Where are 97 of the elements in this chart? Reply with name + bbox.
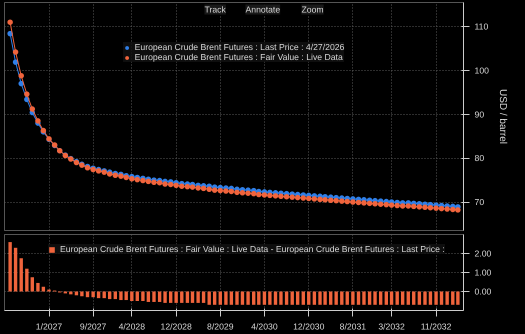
y-tick-label: 80: [474, 153, 484, 164]
bar: [208, 292, 211, 305]
bar: [102, 292, 106, 298]
bar: [14, 248, 18, 292]
bar: [445, 292, 449, 305]
bar: [180, 292, 184, 303]
bar: [119, 292, 123, 300]
y-tick-label: 90: [474, 109, 484, 120]
bar: [235, 292, 239, 305]
bar: [373, 292, 377, 305]
y-tick-label: 1.00: [474, 268, 492, 278]
y-tick-label: 100: [474, 65, 490, 76]
bar: [329, 292, 332, 305]
bar: [146, 292, 150, 302]
bar: [158, 292, 162, 302]
bar: [246, 292, 250, 305]
bar: [212, 292, 216, 305]
bar: [130, 292, 134, 301]
bar: [224, 292, 228, 305]
y-tick-label: 0.00: [474, 286, 492, 296]
bar: [384, 292, 388, 305]
bar: [312, 292, 316, 305]
bar: [428, 292, 432, 305]
bar: [108, 292, 112, 300]
bar: [114, 292, 117, 300]
x-tick-label: 1/2027: [36, 322, 62, 332]
bar: [318, 292, 322, 305]
bar: [296, 292, 300, 305]
bar: [124, 292, 128, 300]
bar: [302, 292, 305, 305]
bar: [69, 292, 72, 294]
x-tick-label: 4/2030: [251, 322, 278, 332]
bar: [91, 292, 95, 298]
x-tick-label: 9/2027: [80, 322, 107, 332]
bar: [268, 292, 272, 305]
bar: [412, 292, 416, 305]
bar: [8, 242, 12, 292]
bar: [368, 292, 372, 305]
bar: [42, 286, 46, 292]
bar: [30, 277, 34, 292]
bar: [390, 292, 394, 305]
bar: [334, 292, 338, 305]
bar: [74, 292, 78, 296]
bar: [274, 292, 278, 305]
bar: [36, 282, 40, 292]
bar: [418, 292, 422, 305]
x-tick-label: 12/2030: [293, 322, 325, 332]
bar: [434, 292, 438, 305]
bar: [230, 292, 234, 305]
bar: [362, 292, 366, 305]
bar: [396, 292, 399, 305]
bar: [25, 268, 29, 292]
bar: [163, 292, 167, 303]
x-tick-label: 12/2028: [160, 322, 192, 332]
bar: [169, 292, 172, 303]
bar: [406, 292, 410, 305]
x-tick-label: 8/2029: [207, 322, 234, 332]
bar: [323, 292, 327, 305]
bar: [346, 292, 349, 305]
x-tick-label: 3/2032: [378, 322, 405, 332]
annotation: Annotate: [246, 4, 280, 14]
bar: [284, 292, 288, 305]
x-tick-label: 11/2032: [420, 322, 452, 332]
bar: [290, 292, 294, 305]
annotation: Track: [204, 4, 226, 14]
bar: [141, 292, 145, 301]
bar: [186, 292, 190, 303]
bar: [196, 292, 200, 303]
y-tick-label: 2.00: [474, 248, 492, 258]
bar: [440, 292, 444, 305]
bar: [351, 292, 355, 305]
y-tick-label: 70: [474, 197, 484, 207]
bar: [190, 292, 194, 303]
y-axis-title: USD / barrel: [496, 88, 508, 144]
x-tick-label: 4/2028: [118, 322, 146, 332]
bar: [20, 258, 23, 292]
bar: [400, 292, 404, 305]
bar: [174, 292, 178, 303]
bar: [240, 292, 244, 305]
y-tick-label: 110: [474, 22, 488, 32]
x-tick-label: 8/2031: [340, 322, 366, 332]
bar: [136, 292, 139, 301]
bar: [307, 292, 310, 305]
bar: [80, 292, 84, 296]
bar: [279, 292, 283, 305]
bar: [202, 292, 206, 303]
legend-label: European Crude Brent Futures : Fair Value : Live Data - European Crude Brent Futures : Last Price :: [60, 244, 445, 254]
annotation: Zoom: [302, 4, 324, 14]
legend-label: European Crude Brent Futures : Fair Value : Live Data: [134, 52, 343, 62]
bar: [423, 292, 427, 305]
bar: [340, 292, 344, 305]
bar: [218, 292, 222, 305]
bar: [378, 292, 382, 305]
legend-label: European Crude Brent Futures : Last Price : 4/27/2026: [134, 42, 344, 52]
bar: [356, 292, 360, 305]
bar: [96, 292, 100, 298]
bar: [262, 292, 266, 305]
